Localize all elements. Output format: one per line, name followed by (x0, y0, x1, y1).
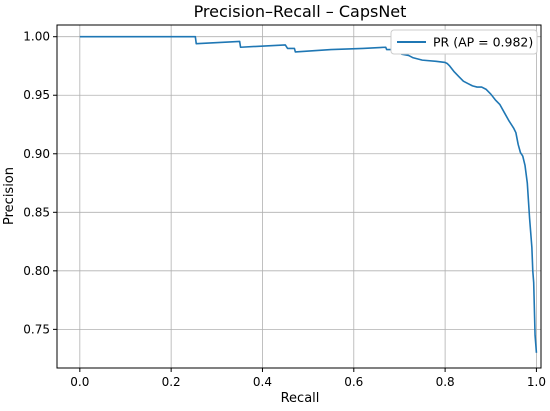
chart-title: Precision–Recall – CapsNet (194, 2, 407, 21)
y-tick-label: 0.95 (23, 88, 50, 102)
x-tick-label: 0.2 (162, 375, 181, 389)
x-tick-label: 0.0 (70, 375, 89, 389)
y-tick-label: 0.80 (23, 264, 50, 278)
x-tick-label: 0.4 (253, 375, 272, 389)
x-tick-label: 0.8 (436, 375, 455, 389)
plot-frame (56, 24, 542, 369)
x-tick-label: 0.6 (344, 375, 363, 389)
x-axis-label: Recall (281, 391, 320, 406)
y-tick-label: 0.90 (23, 147, 50, 161)
grid (57, 25, 541, 368)
y-tick-label: 0.75 (23, 322, 50, 336)
y-tick-label: 0.85 (23, 205, 50, 219)
y-axis-label: Precision (2, 167, 17, 225)
legend-label: PR (AP = 0.982) (433, 35, 533, 50)
x-tick-label: 1.0 (527, 375, 546, 389)
pr-curve-line (79, 35, 538, 353)
legend-box (390, 29, 538, 55)
y-tick-label: 1.00 (23, 30, 50, 44)
y-axis: 0.75 0.80 0.85 0.90 0.95 1.00 (23, 30, 57, 336)
x-axis: 0.0 0.2 0.4 0.6 0.8 1.0 (70, 368, 546, 389)
legend: PR (AP = 0.982) (390, 29, 538, 55)
plot-area (79, 35, 538, 353)
